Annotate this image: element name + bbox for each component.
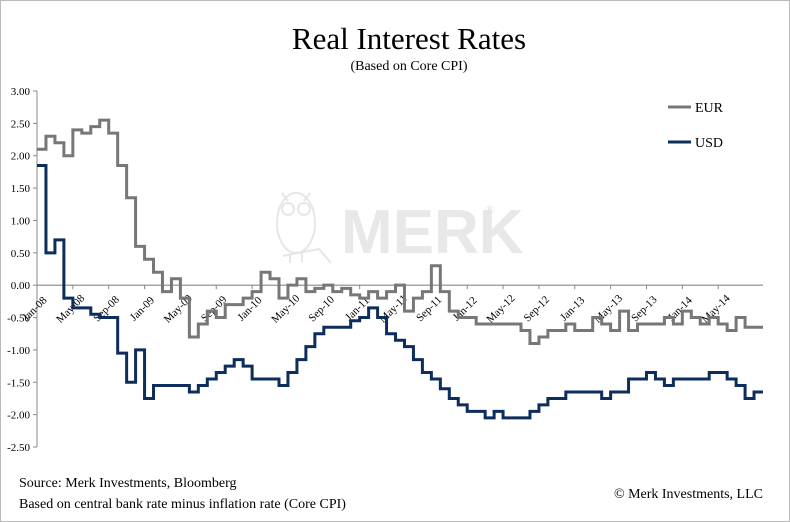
y-tick-label: -2.00 (7, 410, 30, 422)
y-tick-label: 1.00 (11, 215, 31, 227)
series-line-usd (37, 163, 763, 420)
chart-title: Real Interest Rates (292, 21, 526, 56)
owl-logo-icon (276, 192, 332, 264)
x-tick-label: Sep-10 (306, 293, 337, 324)
y-axis: 3.00 2.50 2.00 1.50 1.00 0.50 0.00 -0.50 -1.00 -1… (7, 86, 38, 454)
y-tick-label: 1.50 (11, 183, 31, 195)
x-tick-label: Sep-13 (629, 293, 660, 324)
watermark-text: MERK (341, 198, 524, 267)
chart-subtitle: (Based on Core CPI) (350, 59, 467, 74)
y-tick-label: -1.00 (7, 345, 30, 357)
x-tick-label: Jan-09 (128, 294, 158, 324)
series-layer (37, 118, 763, 420)
source-note: Source: Merk Investments, Bloomberg (19, 476, 237, 491)
y-tick-label: -2.50 (7, 442, 30, 454)
y-tick-label: -0.50 (7, 313, 30, 325)
legend-label-usd: USD (695, 136, 723, 151)
y-tick-label: 0.50 (11, 248, 31, 260)
method-note: Based on central bank rate minus inflati… (19, 497, 346, 512)
y-tick-label: 3.00 (11, 86, 31, 98)
y-tick-label: -1.50 (7, 377, 30, 389)
x-tick-label: Jan-13 (558, 294, 588, 324)
y-tick-label: 2.00 (11, 151, 31, 163)
legend-label-eur: EUR (695, 101, 724, 116)
legend: EUR USD (668, 101, 724, 151)
watermark-registered-mark: ® (485, 202, 495, 217)
x-tick-label: Sep-12 (522, 294, 553, 325)
x-tick-label: May-12 (484, 293, 517, 326)
y-tick-label: 0.00 (11, 280, 31, 292)
x-tick-label: Jan-14 (666, 294, 696, 324)
x-tick-label: Jan-08 (20, 294, 50, 324)
series-line-eur (37, 118, 763, 345)
copyright-note: © Merk Investments, LLC (614, 487, 763, 502)
watermark: MERK ® (276, 192, 524, 267)
x-tick-label: May-14 (700, 292, 733, 325)
y-tick-label: 2.50 (11, 118, 31, 130)
